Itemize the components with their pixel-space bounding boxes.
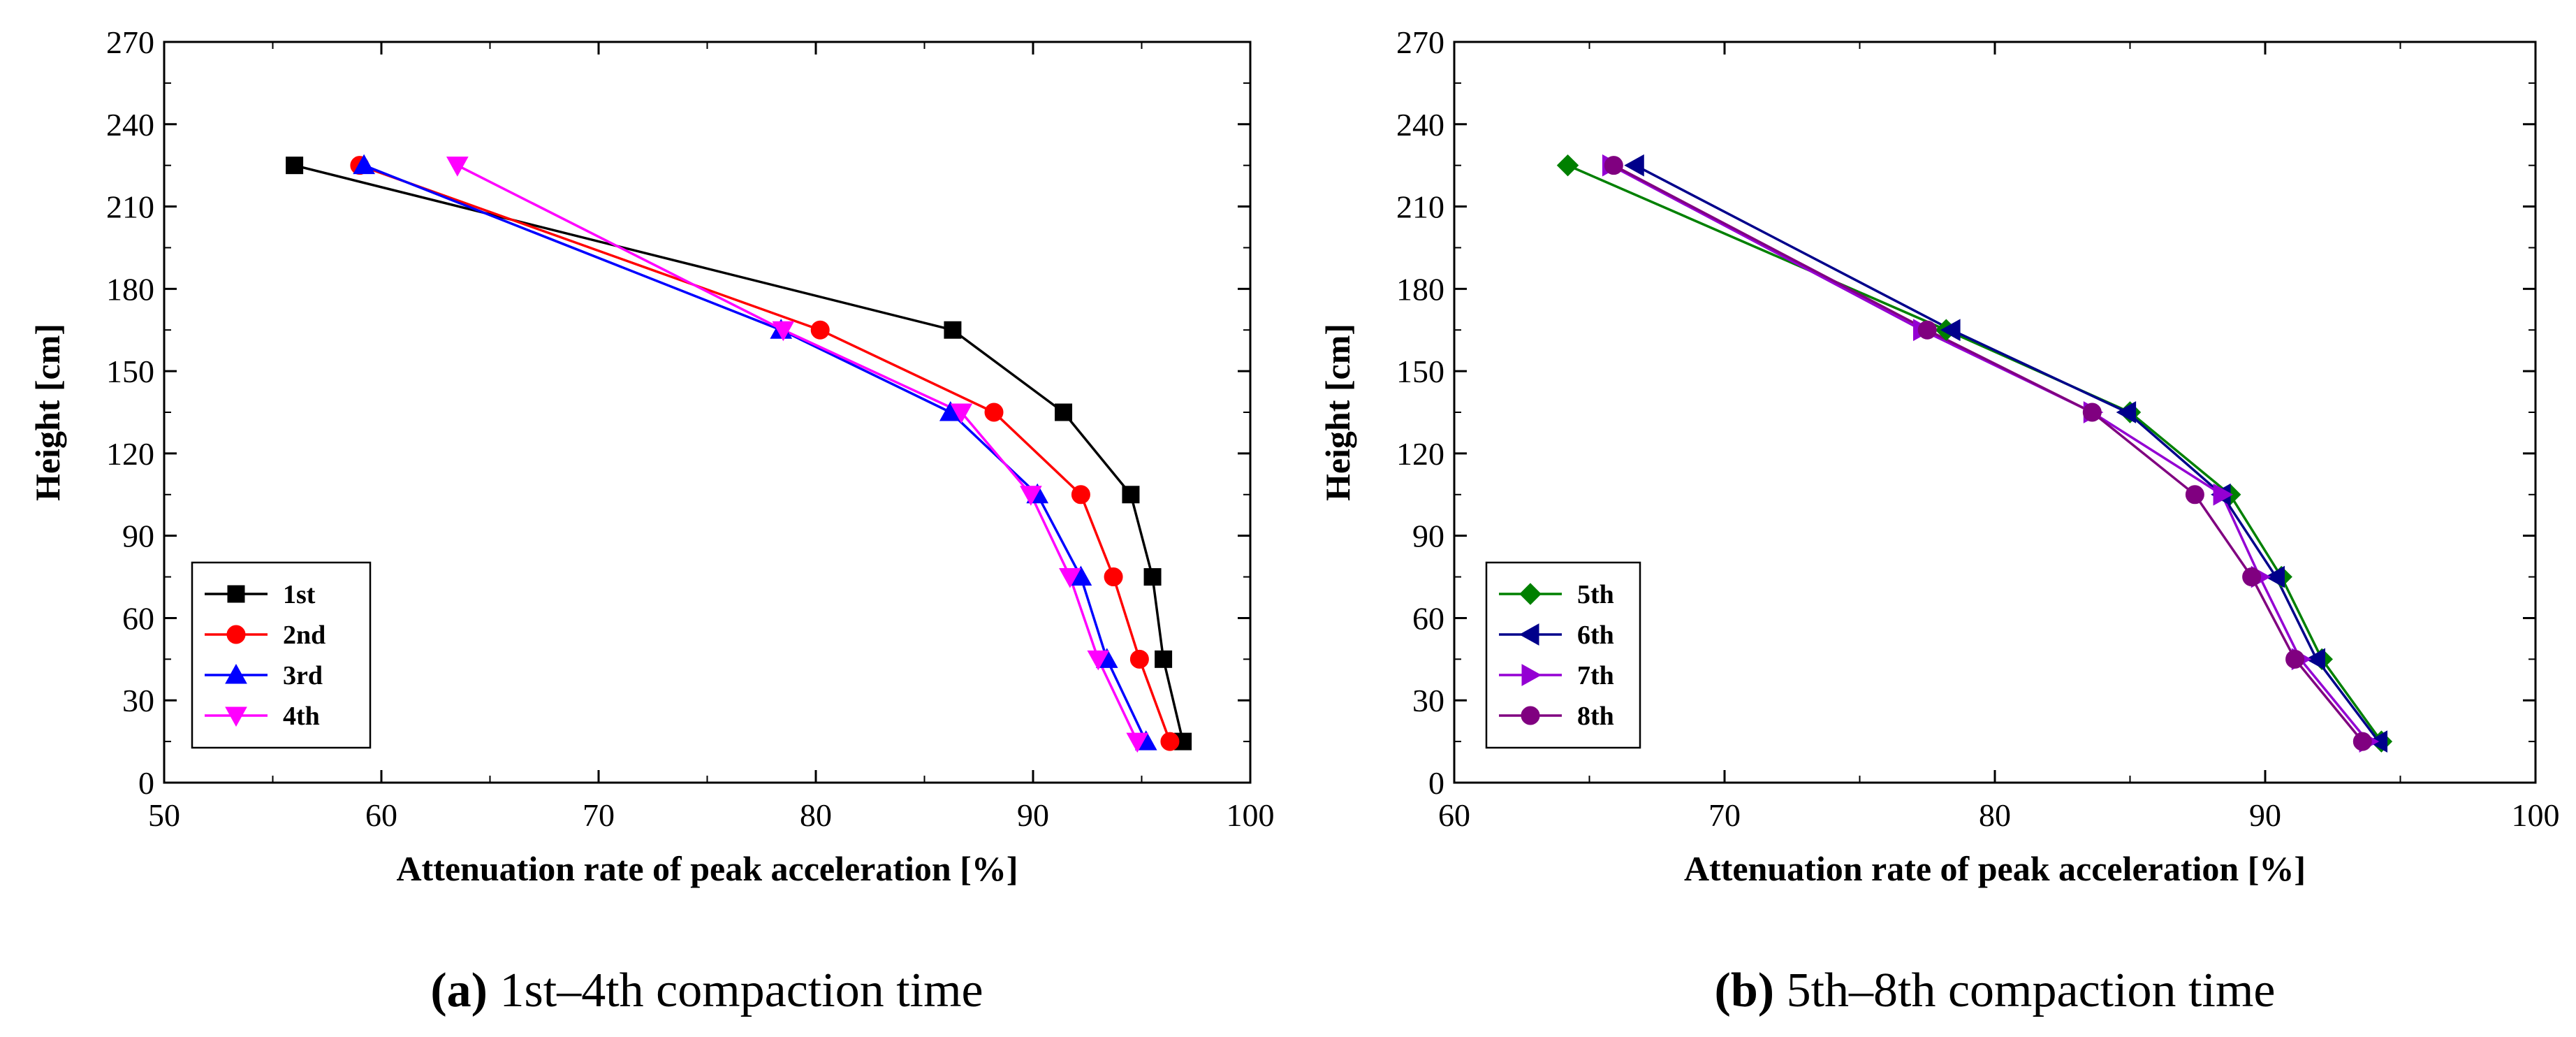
legend-box: [1485, 561, 1641, 749]
y-tick-label: 60: [1412, 600, 1444, 636]
data-point-6th: [1624, 154, 1644, 177]
y-axis-title: Height [cm]: [1318, 324, 1357, 501]
x-tick-label: 100: [1227, 797, 1275, 833]
legend-label-1st: 1st: [283, 580, 316, 609]
legend-marker-1st: [227, 585, 245, 603]
x-tick-label: 60: [1438, 797, 1470, 833]
data-point-1st: [944, 321, 962, 339]
legend-label-4th: 4th: [283, 702, 320, 731]
y-tick-label: 90: [1412, 518, 1444, 554]
legend-label-6th: 6th: [1577, 621, 1614, 650]
legend-marker-6th: [1518, 623, 1539, 646]
y-tick-label: 210: [106, 189, 154, 225]
legend-marker-3rd: [225, 663, 247, 684]
legend-label-7th: 7th: [1577, 661, 1614, 690]
legend-label-2nd: 2nd: [283, 621, 325, 650]
data-point-4th: [446, 157, 469, 177]
legend-marker-7th: [1521, 664, 1542, 686]
y-tick-label: 210: [1396, 189, 1444, 225]
data-point-3rd: [353, 154, 375, 175]
legend-label-5th: 5th: [1577, 580, 1614, 609]
x-tick-label: 80: [1979, 797, 2011, 833]
y-tick-label: 270: [1396, 24, 1444, 60]
data-point-6th: [1940, 319, 1961, 342]
data-point-6th: [2264, 565, 2285, 588]
data-point-6th: [2116, 401, 2137, 423]
y-tick-label: 90: [122, 518, 154, 554]
data-point-2nd: [1104, 567, 1123, 587]
data-point-2nd: [1160, 732, 1180, 751]
data-point-6th: [2305, 648, 2326, 671]
data-point-8th: [2185, 485, 2204, 505]
y-tick-label: 0: [1428, 765, 1444, 801]
data-point-8th: [2082, 403, 2102, 422]
legend-label-3rd: 3rd: [283, 661, 323, 690]
y-tick-label: 240: [1396, 107, 1444, 143]
y-tick-label: 30: [1412, 683, 1444, 718]
data-point-1st: [1055, 403, 1073, 421]
y-tick-label: 60: [122, 600, 154, 636]
data-point-2nd: [810, 320, 830, 340]
data-point-4th: [950, 403, 973, 424]
data-point-4th: [1087, 650, 1110, 671]
x-axis-title: Attenuation rate of peak acceleration [%…: [1684, 849, 2306, 888]
data-point-2nd: [984, 403, 1004, 422]
data-point-8th: [2242, 567, 2262, 587]
data-point-1st: [1143, 568, 1162, 586]
data-point-8th: [1604, 156, 1623, 175]
y-tick-label: 150: [1396, 354, 1444, 389]
data-point-1st: [286, 157, 304, 175]
y-tick-label: 270: [106, 24, 154, 60]
legend-marker-8th: [1521, 706, 1540, 725]
caption-label: (b): [1715, 964, 1775, 1017]
y-tick-label: 180: [1396, 271, 1444, 307]
legend-box: [191, 561, 372, 749]
x-axis-title: Attenuation rate of peak acceleration [%…: [396, 849, 1018, 888]
legend-marker-4th: [225, 706, 247, 727]
x-tick-label: 90: [2249, 797, 2281, 833]
data-point-4th: [772, 321, 795, 342]
chart-panel-b: 60 70 80 90 100 0 30 60 90 120 150 180 210 240 270 Atte…: [1318, 24, 2560, 1017]
figure-caption: (a) 1st–4th compaction time: [430, 964, 983, 1017]
x-tick-label: 70: [1708, 797, 1741, 833]
y-tick-label: 150: [106, 354, 154, 389]
data-point-1st: [1122, 486, 1140, 504]
x-tick-label: 50: [148, 797, 180, 833]
chart-panel-a: 50 60 70 80 90 100 0 30 60 90 120 150 180 210 240 270 At…: [28, 24, 1275, 1017]
x-tick-label: 100: [2512, 797, 2560, 833]
caption-text: 5th–8th compaction time: [1774, 964, 2275, 1017]
x-tick-label: 70: [583, 797, 615, 833]
x-tick-label: 60: [365, 797, 397, 833]
data-point-2nd: [1129, 649, 1149, 669]
x-tick-label: 80: [800, 797, 832, 833]
caption-text: 1st–4th compaction time: [488, 964, 983, 1017]
data-point-5th: [1556, 154, 1579, 177]
legend-marker-5th: [1519, 583, 1542, 605]
legend: 5th 6th 7th 8th: [1485, 561, 1641, 749]
data-point-8th: [2352, 732, 2372, 751]
data-point-1st: [1155, 650, 1173, 668]
y-tick-label: 120: [1396, 436, 1444, 472]
y-tick-label: 120: [106, 436, 154, 472]
data-point-2nd: [1071, 485, 1090, 505]
y-tick-label: 30: [122, 683, 154, 718]
data-point-4th: [1126, 732, 1149, 753]
data-point-4th: [1059, 568, 1081, 588]
legend-label-8th: 8th: [1577, 702, 1614, 731]
data-point-8th: [2285, 649, 2305, 669]
y-tick-label: 240: [106, 107, 154, 143]
data-point-7th: [2213, 483, 2234, 506]
legend: 1st 2nd 3rd 4th: [191, 561, 372, 749]
data-point-4th: [1020, 486, 1042, 506]
y-tick-label: 0: [138, 765, 154, 801]
caption-label: (a): [430, 964, 488, 1017]
y-tick-label: 180: [106, 271, 154, 307]
x-tick-label: 90: [1017, 797, 1049, 833]
figure-caption: (b) 5th–8th compaction time: [1715, 964, 2276, 1017]
legend-marker-2nd: [226, 625, 246, 644]
y-axis-title: Height [cm]: [28, 324, 67, 501]
data-point-8th: [1917, 320, 1937, 340]
